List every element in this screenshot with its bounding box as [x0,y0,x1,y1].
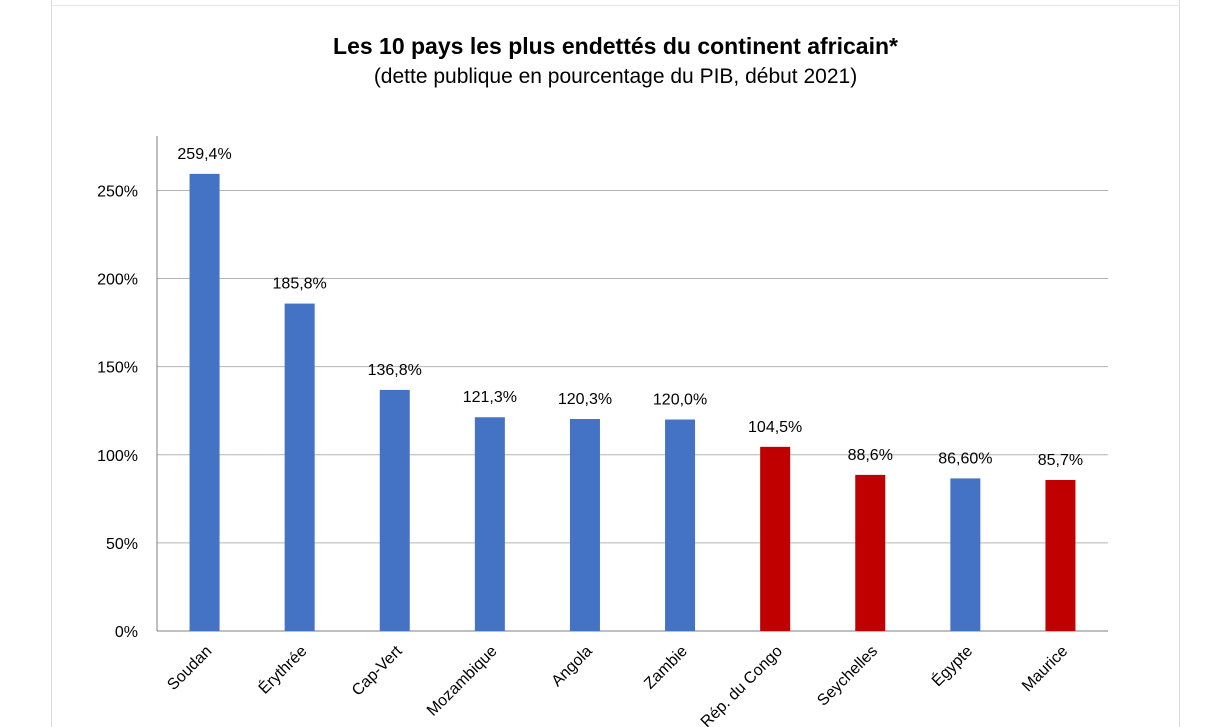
x-tick-label: Seychelles [814,643,881,710]
x-tick-label: Mozambique [424,643,501,720]
bar [379,389,410,631]
x-tick-label: Angola [549,643,596,690]
bar [1045,479,1076,631]
bar [665,419,696,631]
frame-right-border [1179,0,1180,727]
frame-top-border [51,5,1180,6]
data-label: 120,0% [653,392,707,409]
data-label: 85,7% [1038,452,1083,469]
y-tick-label: 250% [97,183,138,200]
y-tick-label: 200% [97,272,138,289]
data-label: 185,8% [273,276,327,293]
x-tick-label: Maurice [1019,643,1071,695]
y-tick-label: 100% [97,448,138,465]
x-tick-label: Soudan [164,643,215,694]
data-label: 121,3% [463,389,517,406]
bar [474,417,505,631]
chart-title: Les 10 pays les plus endettés du contine… [333,33,898,59]
bar [855,474,886,631]
x-tick-label: Zambie [641,643,691,693]
data-label: 86,60% [938,450,992,467]
x-tick-label: Érythrée [254,641,310,697]
frame-left-border [51,0,52,727]
title-block: Les 10 pays les plus endettés du contine… [51,30,1180,92]
bar [284,303,315,631]
bar [569,419,600,631]
chart-subtitle: (dette publique en pourcentage du PIB, d… [373,65,858,88]
y-tick-label: 50% [106,536,138,553]
y-tick-label: 150% [97,360,138,377]
y-tick-label: 0% [115,624,138,641]
data-label: 104,5% [748,419,802,436]
x-tick-label: Rép. du Congo [698,643,786,727]
x-tick-label: Égypte [928,641,977,690]
data-label: 259,4% [177,146,231,163]
data-label: 120,3% [558,391,612,408]
bar [189,173,220,631]
bar [760,446,791,631]
x-tick-label: Cap-Vert [349,642,406,699]
data-label: 136,8% [368,362,422,379]
data-label: 88,6% [848,447,893,464]
bar [950,478,981,631]
